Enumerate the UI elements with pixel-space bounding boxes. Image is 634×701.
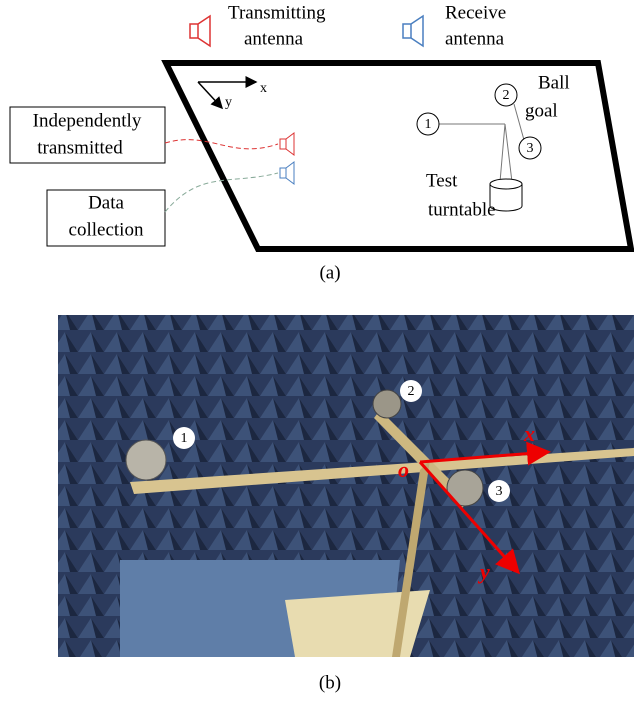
box-text: Data	[88, 192, 124, 213]
panel-a: x y 1 2 3 Ball goal Test turntable Indep…	[10, 63, 631, 283]
caption: (b)	[319, 672, 341, 693]
stand	[500, 124, 512, 182]
label: goal	[525, 100, 558, 121]
turntable	[490, 179, 522, 189]
axis-label: x	[260, 81, 267, 96]
receive-icon	[280, 162, 294, 184]
beam	[514, 104, 524, 140]
ball	[126, 440, 166, 480]
origin-label: o	[398, 457, 409, 482]
target-label: 3	[527, 141, 534, 156]
transmit-icon	[190, 16, 210, 46]
label: Ball	[538, 72, 570, 93]
receive-icon	[403, 16, 423, 46]
box-text: transmitted	[37, 137, 123, 158]
legend-text: antenna	[445, 28, 505, 49]
transmit-icon	[280, 133, 294, 155]
target-label: 1	[425, 117, 432, 132]
legend: Transmitting antenna Receive antenna	[190, 2, 506, 49]
figure: Transmitting antenna Receive antenna x y…	[0, 0, 634, 701]
legend-text: antenna	[244, 28, 304, 49]
label: Test	[426, 170, 458, 191]
axis-y	[198, 82, 222, 108]
box-text: collection	[69, 219, 144, 240]
ball	[373, 390, 401, 418]
legend-text: Transmitting	[228, 2, 326, 23]
ball-label: 1	[181, 431, 188, 446]
axis-label: x	[523, 421, 535, 446]
label: turntable	[428, 199, 496, 220]
ball-label: 2	[408, 384, 415, 399]
target-label: 2	[503, 88, 510, 103]
link	[165, 140, 278, 149]
caption: (a)	[319, 262, 340, 283]
axis-label: y	[225, 95, 232, 110]
box-text: Independently	[33, 110, 142, 131]
legend-text: Receive	[445, 2, 506, 23]
panel-b: 1 2 3 x y o (b)	[58, 315, 634, 693]
ball-label: 3	[496, 484, 503, 499]
